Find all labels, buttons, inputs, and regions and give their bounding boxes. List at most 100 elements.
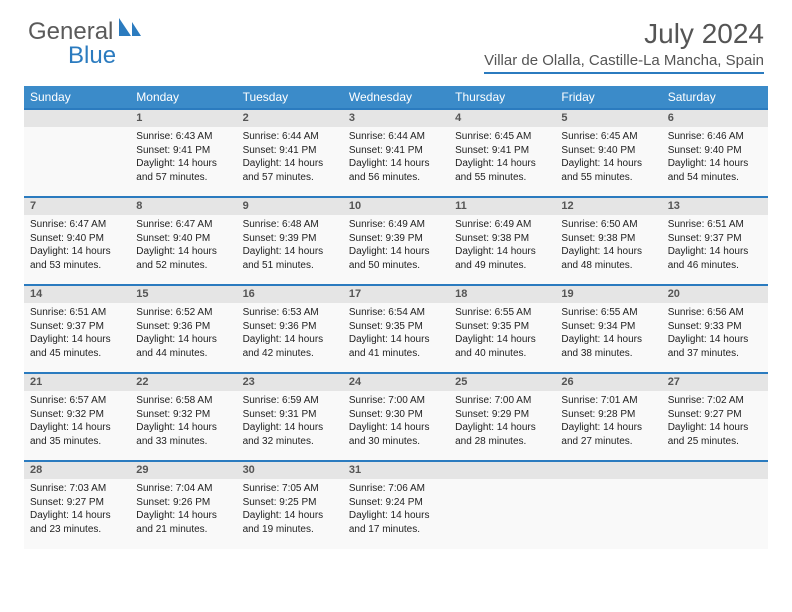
day-number-cell: 19 [555, 285, 661, 303]
sunrise-text: Sunrise: 6:51 AM [30, 306, 124, 320]
daylight-text: Daylight: 14 hours and 53 minutes. [30, 245, 124, 272]
daylight-text: Daylight: 14 hours and 28 minutes. [455, 421, 549, 448]
daylight-text: Daylight: 14 hours and 57 minutes. [243, 157, 337, 184]
day-number-cell: 6 [662, 109, 768, 127]
sunset-text: Sunset: 9:36 PM [136, 320, 230, 334]
daylight-text: Daylight: 14 hours and 51 minutes. [243, 245, 337, 272]
sunset-text: Sunset: 9:36 PM [243, 320, 337, 334]
sunset-text: Sunset: 9:38 PM [455, 232, 549, 246]
day-number-cell: 11 [449, 197, 555, 215]
daylight-text: Daylight: 14 hours and 41 minutes. [349, 333, 443, 360]
sunrise-text: Sunrise: 6:49 AM [349, 218, 443, 232]
day-content-cell: Sunrise: 6:55 AMSunset: 9:34 PMDaylight:… [555, 303, 661, 373]
day-content-cell: Sunrise: 6:45 AMSunset: 9:41 PMDaylight:… [449, 127, 555, 197]
sunrise-text: Sunrise: 7:00 AM [349, 394, 443, 408]
sunset-text: Sunset: 9:40 PM [136, 232, 230, 246]
day-content-cell: Sunrise: 7:00 AMSunset: 9:29 PMDaylight:… [449, 391, 555, 461]
sunset-text: Sunset: 9:32 PM [30, 408, 124, 422]
weekday-header: Saturday [662, 86, 768, 109]
sunrise-text: Sunrise: 6:48 AM [243, 218, 337, 232]
sunset-text: Sunset: 9:39 PM [349, 232, 443, 246]
weekday-header: Thursday [449, 86, 555, 109]
sunset-text: Sunset: 9:41 PM [349, 144, 443, 158]
day-number-cell: 9 [237, 197, 343, 215]
day-content-cell: Sunrise: 6:57 AMSunset: 9:32 PMDaylight:… [24, 391, 130, 461]
day-number-row: 28293031 [24, 461, 768, 479]
sunset-text: Sunset: 9:33 PM [668, 320, 762, 334]
day-content-cell: Sunrise: 6:45 AMSunset: 9:40 PMDaylight:… [555, 127, 661, 197]
calendar-table: Sunday Monday Tuesday Wednesday Thursday… [24, 86, 768, 549]
sunrise-text: Sunrise: 6:45 AM [561, 130, 655, 144]
day-content-cell: Sunrise: 6:50 AMSunset: 9:38 PMDaylight:… [555, 215, 661, 285]
day-content-cell: Sunrise: 6:44 AMSunset: 9:41 PMDaylight:… [237, 127, 343, 197]
daylight-text: Daylight: 14 hours and 35 minutes. [30, 421, 124, 448]
day-content-cell: Sunrise: 6:55 AMSunset: 9:35 PMDaylight:… [449, 303, 555, 373]
day-number-row: 14151617181920 [24, 285, 768, 303]
daylight-text: Daylight: 14 hours and 25 minutes. [668, 421, 762, 448]
day-content-cell: Sunrise: 7:04 AMSunset: 9:26 PMDaylight:… [130, 479, 236, 549]
weekday-header: Monday [130, 86, 236, 109]
sunrise-text: Sunrise: 7:00 AM [455, 394, 549, 408]
day-content-cell: Sunrise: 6:56 AMSunset: 9:33 PMDaylight:… [662, 303, 768, 373]
sunrise-text: Sunrise: 6:45 AM [455, 130, 549, 144]
day-content-cell: Sunrise: 7:02 AMSunset: 9:27 PMDaylight:… [662, 391, 768, 461]
title-block: July 2024 Villar de Olalla, Castille-La … [484, 18, 764, 74]
day-number-cell: 8 [130, 197, 236, 215]
day-content-row: Sunrise: 6:47 AMSunset: 9:40 PMDaylight:… [24, 215, 768, 285]
day-number-cell: 1 [130, 109, 236, 127]
day-content-cell: Sunrise: 6:59 AMSunset: 9:31 PMDaylight:… [237, 391, 343, 461]
sunset-text: Sunset: 9:41 PM [455, 144, 549, 158]
day-number-cell: 31 [343, 461, 449, 479]
sunrise-text: Sunrise: 6:53 AM [243, 306, 337, 320]
day-content-cell: Sunrise: 6:53 AMSunset: 9:36 PMDaylight:… [237, 303, 343, 373]
day-content-cell [449, 479, 555, 549]
day-number-cell: 12 [555, 197, 661, 215]
daylight-text: Daylight: 14 hours and 45 minutes. [30, 333, 124, 360]
day-number-cell: 28 [24, 461, 130, 479]
sunrise-text: Sunrise: 7:04 AM [136, 482, 230, 496]
day-number-cell: 2 [237, 109, 343, 127]
sunset-text: Sunset: 9:40 PM [668, 144, 762, 158]
day-content-cell: Sunrise: 6:54 AMSunset: 9:35 PMDaylight:… [343, 303, 449, 373]
weekday-header: Friday [555, 86, 661, 109]
page-title: July 2024 [484, 18, 764, 50]
sunrise-text: Sunrise: 7:02 AM [668, 394, 762, 408]
day-number-cell: 25 [449, 373, 555, 391]
daylight-text: Daylight: 14 hours and 55 minutes. [455, 157, 549, 184]
sunrise-text: Sunrise: 6:50 AM [561, 218, 655, 232]
daylight-text: Daylight: 14 hours and 27 minutes. [561, 421, 655, 448]
day-content-cell: Sunrise: 6:47 AMSunset: 9:40 PMDaylight:… [130, 215, 236, 285]
sunrise-text: Sunrise: 6:57 AM [30, 394, 124, 408]
day-number-cell: 4 [449, 109, 555, 127]
weekday-header-row: Sunday Monday Tuesday Wednesday Thursday… [24, 86, 768, 109]
daylight-text: Daylight: 14 hours and 42 minutes. [243, 333, 337, 360]
sunset-text: Sunset: 9:40 PM [30, 232, 124, 246]
location-subtitle: Villar de Olalla, Castille-La Mancha, Sp… [484, 52, 764, 74]
day-content-cell: Sunrise: 7:01 AMSunset: 9:28 PMDaylight:… [555, 391, 661, 461]
day-number-cell: 30 [237, 461, 343, 479]
day-content-cell [555, 479, 661, 549]
sunset-text: Sunset: 9:32 PM [136, 408, 230, 422]
sunset-text: Sunset: 9:40 PM [561, 144, 655, 158]
sunset-text: Sunset: 9:27 PM [30, 496, 124, 510]
sunrise-text: Sunrise: 7:01 AM [561, 394, 655, 408]
day-number-cell: 16 [237, 285, 343, 303]
day-number-cell: 27 [662, 373, 768, 391]
day-number-cell: 24 [343, 373, 449, 391]
sunset-text: Sunset: 9:28 PM [561, 408, 655, 422]
day-content-cell: Sunrise: 6:49 AMSunset: 9:38 PMDaylight:… [449, 215, 555, 285]
sunrise-text: Sunrise: 7:05 AM [243, 482, 337, 496]
sunrise-text: Sunrise: 6:56 AM [668, 306, 762, 320]
logo: General Blue [28, 18, 143, 46]
logo-text-2: Blue [68, 42, 116, 70]
day-number-cell: 3 [343, 109, 449, 127]
daylight-text: Daylight: 14 hours and 44 minutes. [136, 333, 230, 360]
sunset-text: Sunset: 9:30 PM [349, 408, 443, 422]
sunrise-text: Sunrise: 7:03 AM [30, 482, 124, 496]
sunset-text: Sunset: 9:35 PM [455, 320, 549, 334]
day-number-row: 21222324252627 [24, 373, 768, 391]
sunset-text: Sunset: 9:27 PM [668, 408, 762, 422]
daylight-text: Daylight: 14 hours and 55 minutes. [561, 157, 655, 184]
daylight-text: Daylight: 14 hours and 57 minutes. [136, 157, 230, 184]
sunset-text: Sunset: 9:29 PM [455, 408, 549, 422]
